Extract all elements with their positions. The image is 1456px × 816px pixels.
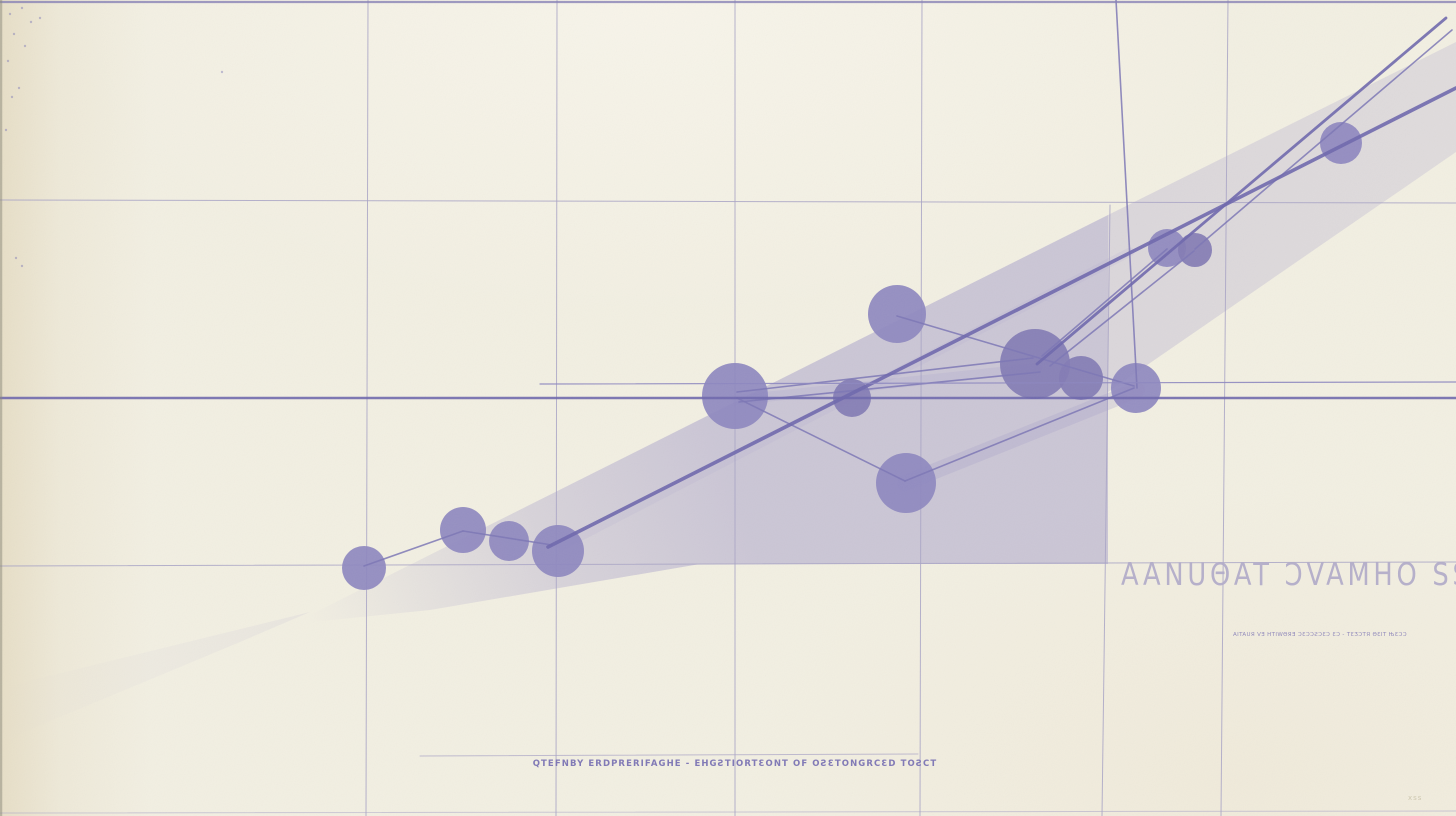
- corner-mark: xss: [1408, 794, 1423, 802]
- watermark-title: AANUΘAT ƆVAMHO SS: [1121, 557, 1456, 593]
- watermark-subtitle: AITAUЯ VƎ HTIWΘЯƎ ƆƐƆƆƧƆƐƆ ƐƆ - TƐƷƆTЯ Θ…: [1233, 632, 1407, 638]
- bottom-caption: QTEFNBY ERDPRERIFAGHE - EHGƧTIORTƐONT OF…: [532, 759, 938, 769]
